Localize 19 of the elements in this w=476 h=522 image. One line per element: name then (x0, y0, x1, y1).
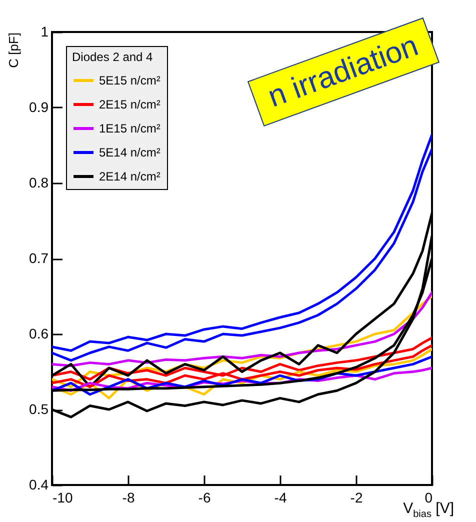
x-tick-label: -10 (52, 490, 73, 506)
y-tick-label: 0.4 (29, 476, 49, 492)
x-tick-label: -6 (198, 490, 211, 506)
legend-label: 2E15 n/cm² (99, 98, 160, 112)
legend-label: 5E15 n/cm² (99, 74, 160, 88)
y-tick-label: 0.8 (29, 174, 49, 190)
y-tick-label: 0.5 (29, 401, 49, 417)
x-tick-label: -2 (350, 490, 363, 506)
legend-title: Diodes 2 and 4 (72, 50, 154, 64)
x-tick-label: -4 (274, 490, 287, 506)
legend-label: 1E15 n/cm² (99, 122, 160, 136)
y-tick-label: 1 (40, 24, 49, 40)
y-axis-title: C [pF] (6, 32, 22, 68)
y-tick-label: 0.9 (29, 99, 49, 115)
legend-label: 2E14 n/cm² (99, 170, 160, 184)
y-tick-label: 0.7 (29, 250, 49, 266)
legend-label: 5E14 n/cm² (99, 146, 160, 160)
y-tick-label: 0.6 (29, 326, 49, 342)
x-tick-label: -8 (122, 490, 135, 506)
